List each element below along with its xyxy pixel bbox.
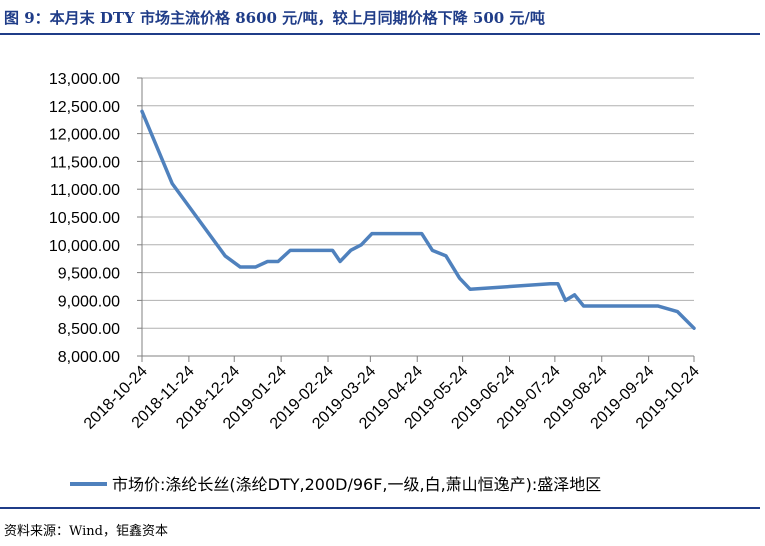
legend: 市场价:涤纶长丝(涤纶DTY,200D/96F,一级,白,萧山恒逸产):盛泽地区 (70, 475, 601, 494)
y-tick-label: 12,000.00 (49, 127, 120, 144)
y-tick-label: 12,500.00 (49, 99, 120, 116)
series-line (140, 109, 696, 330)
bottom-rule (0, 507, 760, 509)
y-tick-label: 11,000.00 (50, 182, 120, 199)
y-tick-label: 10,000.00 (49, 238, 120, 255)
y-tick-label: 9,000.00 (58, 293, 120, 310)
y-tick-label: 13,000.00 (49, 71, 120, 88)
y-tick-label: 11,500.00 (50, 154, 120, 171)
top-rule (0, 33, 760, 35)
y-axis: 8,000.00 8,500.00 9,000.00 9,500.00 10,000.0… (49, 71, 143, 366)
y-tick-label: 8,500.00 (58, 321, 120, 338)
y-tick-label: 9,500.00 (58, 266, 120, 283)
legend-label: 市场价:涤纶长丝(涤纶DTY,200D/96F,一级,白,萧山恒逸产):盛泽地区 (112, 475, 601, 494)
series-layer (140, 109, 696, 330)
y-tick-label: 10,500.00 (49, 210, 120, 227)
y-tick-label: 8,000.00 (58, 349, 120, 366)
figure-title: 图 9：本月末 DTY 市场主流价格 8600 元/吨，较上月同期价格下降 50… (4, 9, 545, 27)
source-note: 资料来源：Wind，钜鑫资本 (4, 524, 168, 539)
gridlines (142, 77, 694, 357)
x-axis: 2018-10-242018-11-242018-12-242019-01-24… (81, 355, 703, 433)
